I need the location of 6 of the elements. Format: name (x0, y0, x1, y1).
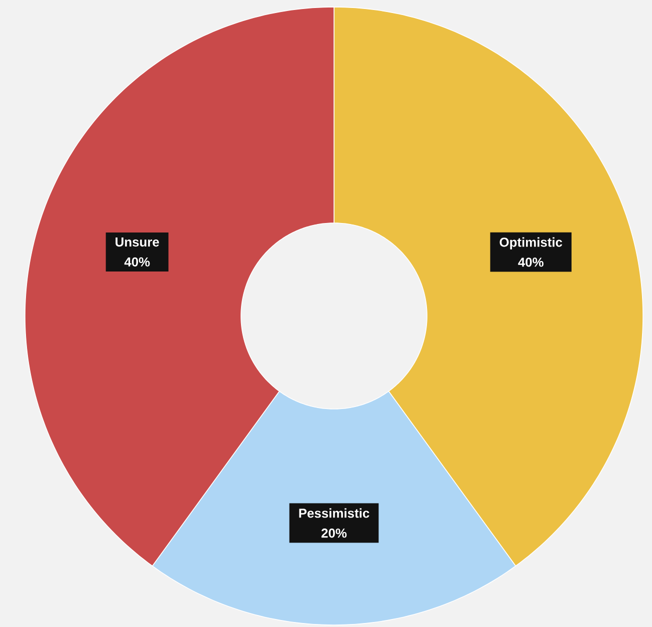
slice-label: Optimistic (500, 237, 562, 250)
slice-label: Pessimistic (299, 508, 370, 518)
data-label: 20% (321, 528, 347, 538)
data-label: 40% (518, 258, 544, 267)
data-label: 40% (124, 257, 150, 267)
slice-label: Unsure (116, 238, 159, 247)
